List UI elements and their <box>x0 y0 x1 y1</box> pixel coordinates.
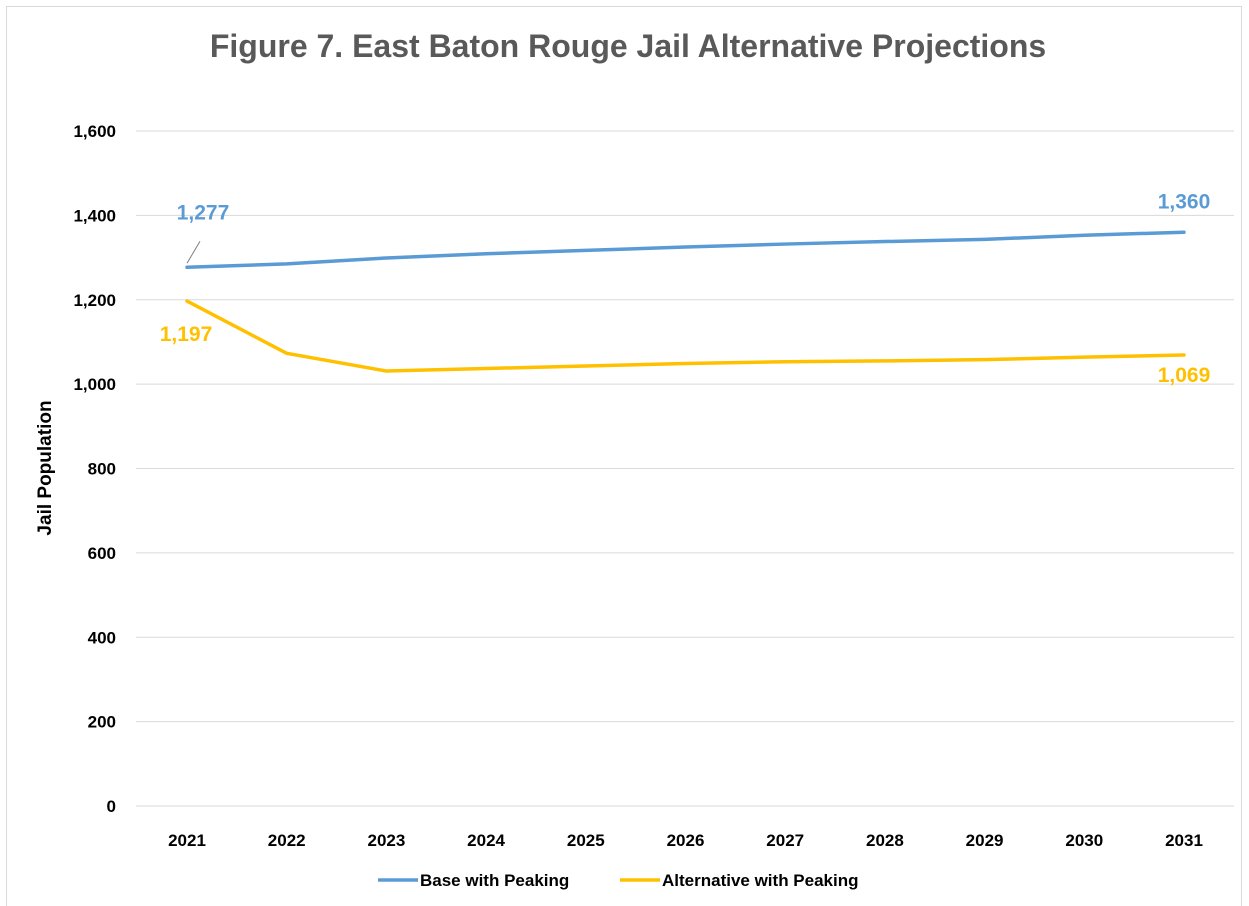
y-tick-label: 1,000 <box>73 375 116 394</box>
chart-title: Figure 7. East Baton Rouge Jail Alternat… <box>210 28 1046 64</box>
y-tick-label: 200 <box>88 713 116 732</box>
gridlines <box>136 130 1234 807</box>
x-axis-ticks: 2021 2022 2023 2024 2025 2026 2027 2028 2029 2030… <box>168 831 1203 850</box>
x-tick-label: 2029 <box>966 831 1004 850</box>
data-label: 1,277 <box>177 201 230 224</box>
y-tick-label: 800 <box>88 460 116 479</box>
y-tick-label: 1,600 <box>73 122 116 141</box>
legend: Base with Peaking Alternative with Peakin… <box>378 871 859 890</box>
x-tick-label: 2027 <box>766 831 804 850</box>
data-label-leader <box>186 241 201 264</box>
x-tick-label: 2023 <box>367 831 405 850</box>
data-label: 1,360 <box>1158 190 1211 213</box>
x-tick-label: 2026 <box>667 831 705 850</box>
y-tick-label: 1,400 <box>73 206 116 225</box>
x-tick-label: 2022 <box>268 831 306 850</box>
y-axis-ticks: 0 200 400 600 800 1,000 1,200 1,400 1,600 <box>73 122 116 816</box>
x-tick-label: 2028 <box>866 831 904 850</box>
y-tick-label: 0 <box>107 797 116 816</box>
series-line-1 <box>185 230 1186 270</box>
x-tick-label: 2024 <box>467 831 505 850</box>
chart-frame <box>6 6 1242 906</box>
data-label: 1,069 <box>1158 364 1211 387</box>
legend-label: Base with Peaking <box>420 871 569 890</box>
y-tick-label: 1,200 <box>73 291 116 310</box>
x-tick-label: 2021 <box>168 831 206 850</box>
x-tick-label: 2030 <box>1065 831 1103 850</box>
data-labels: 1,277 1,360 1,197 1,069 <box>160 190 1211 387</box>
series-line-2 <box>185 299 1186 373</box>
y-axis-label: Jail Population <box>35 400 56 535</box>
legend-label: Alternative with Peaking <box>662 871 859 890</box>
data-label: 1,197 <box>160 323 213 346</box>
y-tick-label: 400 <box>88 628 116 647</box>
x-tick-label: 2025 <box>567 831 605 850</box>
series-lines <box>185 230 1186 373</box>
y-tick-label: 600 <box>88 544 116 563</box>
x-tick-label: 2031 <box>1165 831 1203 850</box>
